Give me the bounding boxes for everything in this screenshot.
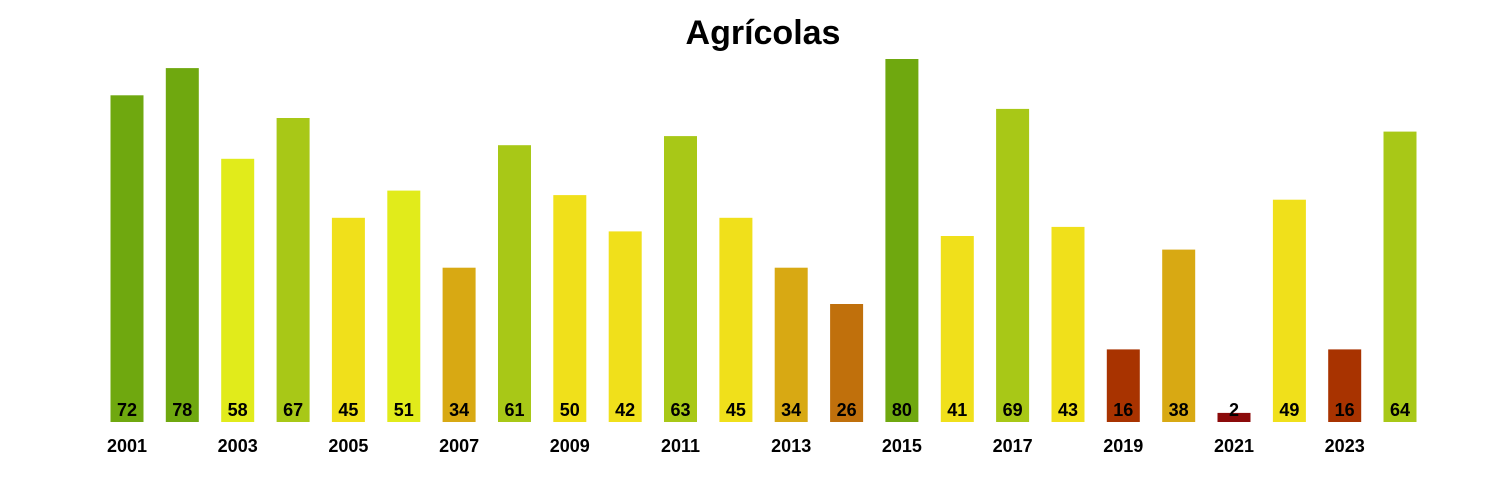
data-label-2017: 69 [1003,400,1023,420]
data-label-2023: 16 [1335,400,1355,420]
bar-2011 [664,136,697,422]
bar-2017 [996,108,1030,423]
data-label-2015: 80 [892,400,912,420]
bar-2020 [1162,249,1196,422]
x-tick-label-2019: 2019 [1103,436,1143,456]
x-tick-label-2011: 2011 [661,436,700,456]
bar-2021 [1217,412,1251,422]
bar-2009 [553,195,587,422]
bar-2006 [387,190,421,422]
bar-2008 [498,145,531,422]
data-labels-group: 72 78 58 67 45 51 34 61 50 42 63 45 34 26 80 41 69 43 16 38… [117,400,1410,420]
data-label-2012: 45 [726,400,746,420]
bar-2023 [1328,349,1362,422]
data-label-2013: 34 [781,400,801,420]
data-label-2010: 42 [615,400,635,420]
data-label-2011: 63 [670,400,690,420]
data-label-2014: 26 [837,400,857,420]
bar-2022 [1272,199,1306,422]
bar-2002 [165,68,199,422]
x-tick-label-2009: 2009 [550,436,590,456]
data-label-2002: 78 [172,400,192,420]
bar-2015 [885,59,919,422]
bar-2018 [1051,226,1085,422]
data-label-2021: 2 [1229,400,1239,420]
data-label-2005: 45 [338,400,358,420]
data-label-2022: 49 [1279,400,1299,420]
chart-title: Agrícolas [686,14,841,52]
bar-2001 [110,95,144,423]
x-tick-label-2013: 2013 [771,436,811,456]
x-tick-label-2003: 2003 [218,436,258,456]
x-tick-label-2023: 2023 [1325,436,1365,456]
bar-2013 [774,267,808,422]
bar-2016 [940,236,974,422]
data-label-2019: 16 [1113,400,1133,420]
data-label-2018: 43 [1058,400,1078,420]
x-tick-label-2017: 2017 [993,436,1033,456]
bar-2019 [1106,349,1140,422]
x-tick-label-2021: 2021 [1214,436,1254,456]
x-tick-label-2001: 2001 [107,436,147,456]
x-tick-label-2005: 2005 [328,436,368,456]
bar-2004 [276,118,310,422]
data-label-2020: 38 [1169,400,1189,420]
data-label-2006: 51 [394,400,414,420]
data-label-2024: 64 [1390,400,1410,420]
data-label-2003: 58 [228,400,248,420]
x-tick-label-2015: 2015 [882,436,922,456]
data-label-2016: 41 [947,400,967,420]
data-label-2008: 61 [504,400,524,420]
data-label-2004: 67 [283,400,303,420]
data-label-2009: 50 [560,400,580,420]
bar-2005 [331,217,365,422]
x-tick-label-2007: 2007 [439,436,479,456]
bar-2014 [830,304,864,422]
data-label-2001: 72 [117,400,137,420]
bars-group [110,59,1417,423]
x-axis-ticks-group: 2001 2003 2005 2007 2009 2011 2013 2015 2017 2019… [107,436,1365,456]
bar-2012 [719,217,753,422]
bar-2007 [442,267,476,422]
bar-2003 [221,158,255,423]
bar-2024 [1383,131,1417,422]
bar-2010 [608,231,642,422]
data-label-2007: 34 [449,400,469,420]
